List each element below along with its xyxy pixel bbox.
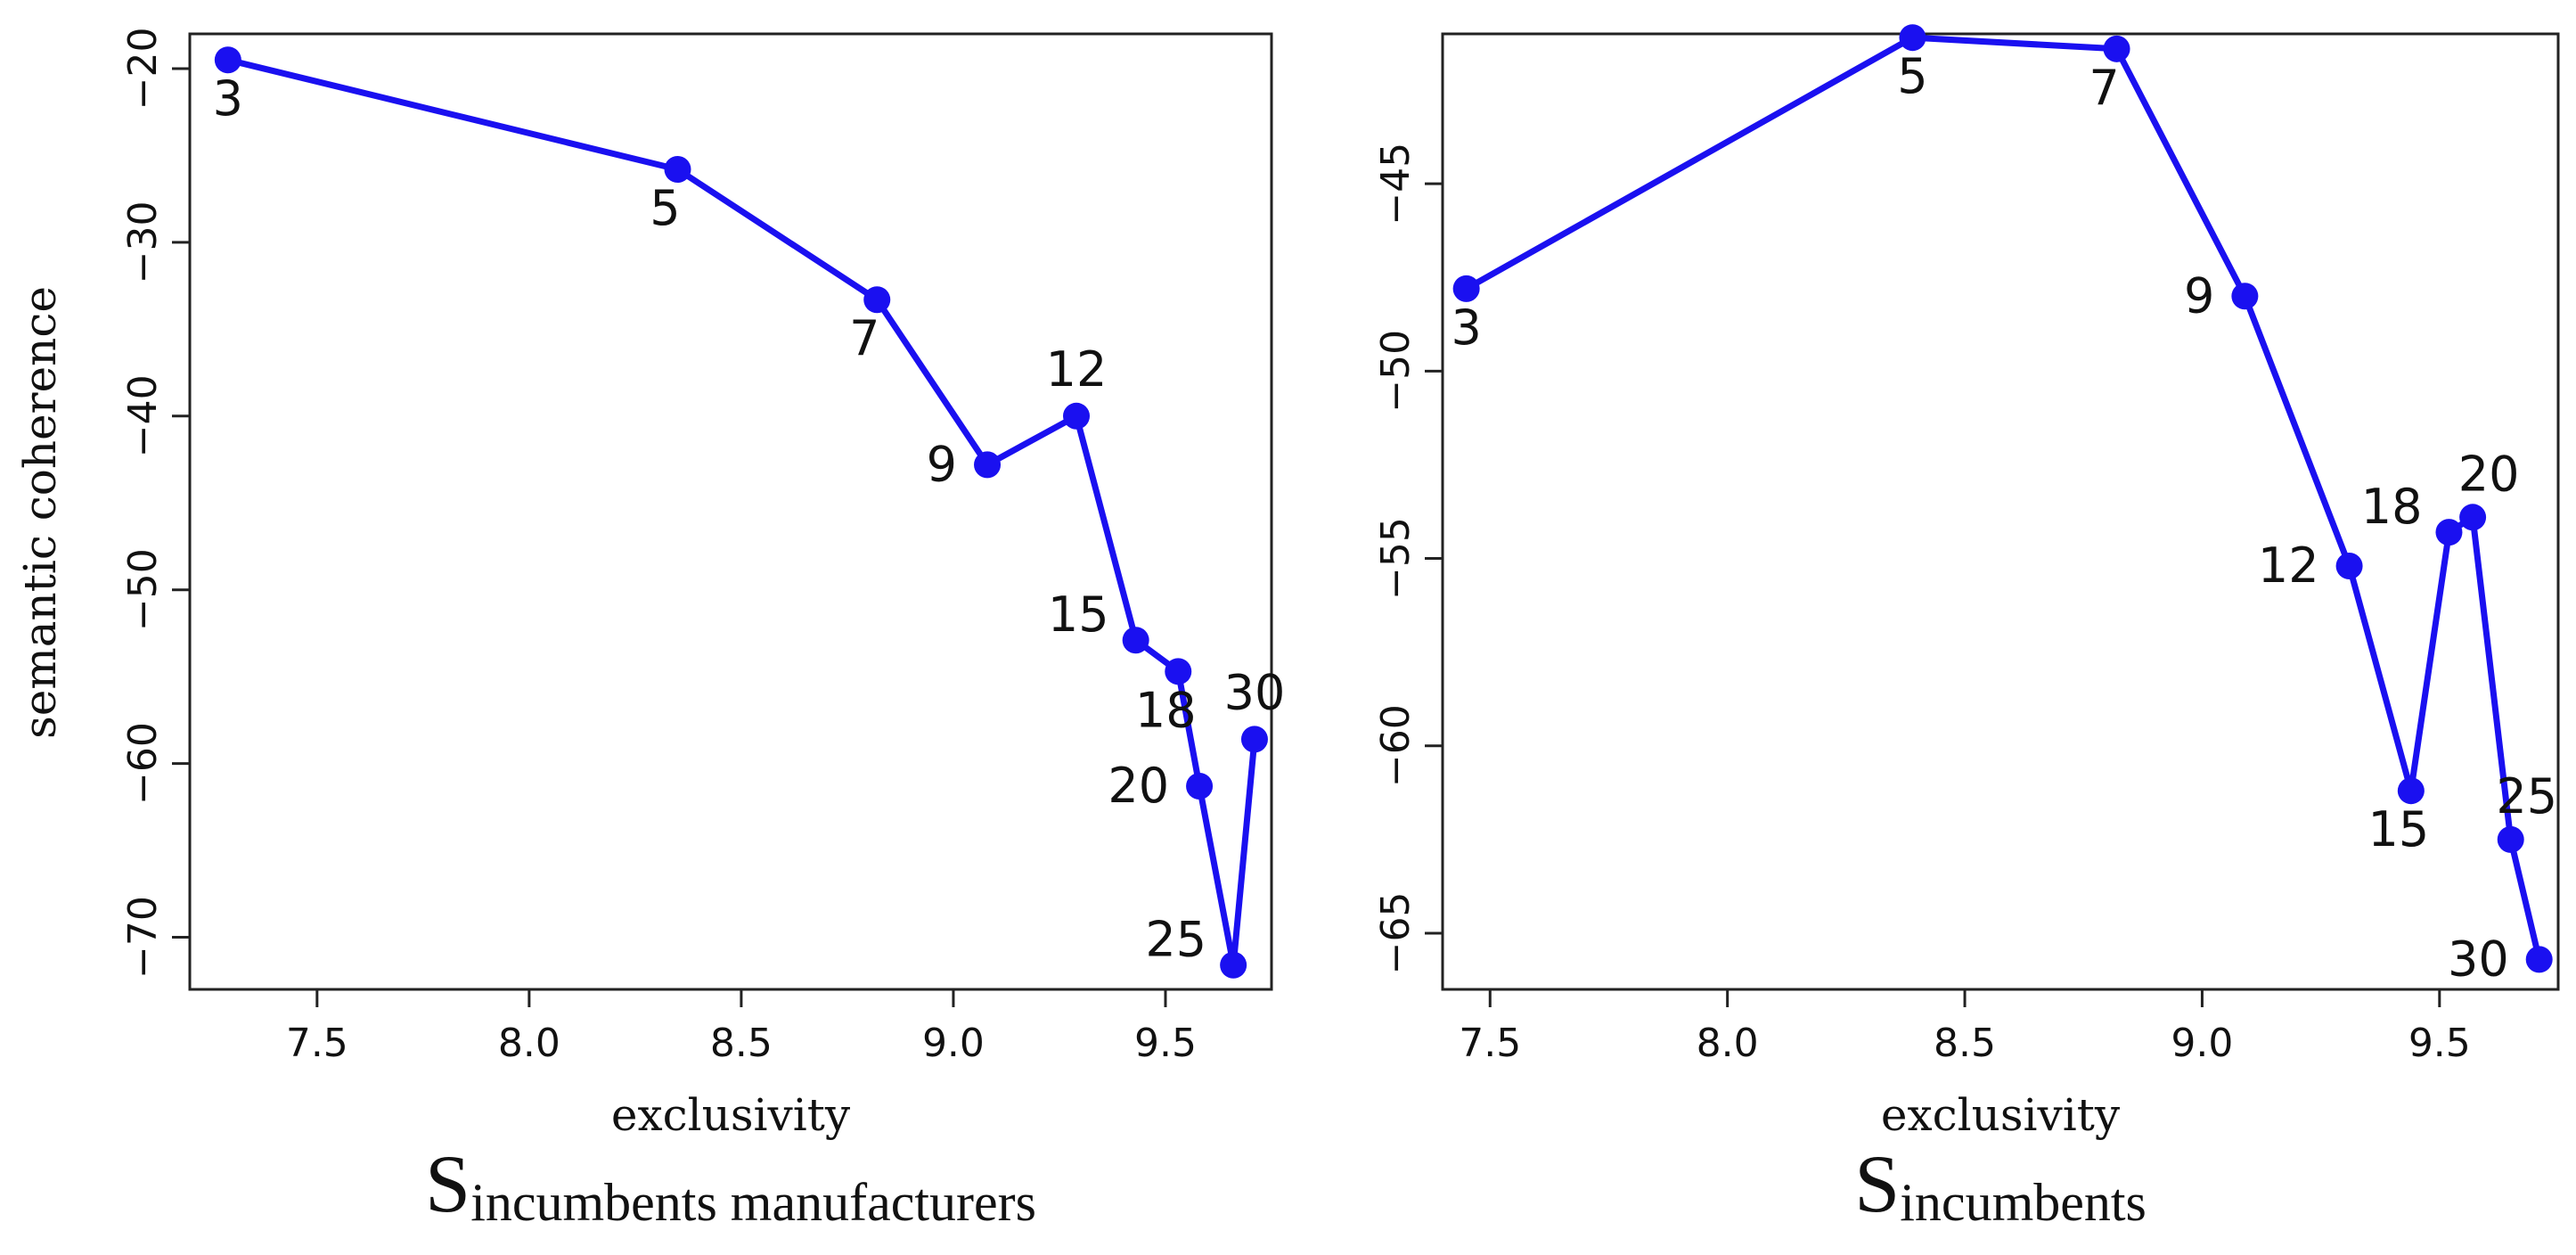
data-point <box>2459 504 2487 531</box>
plot-frame <box>1441 32 2560 991</box>
data-label: 7 <box>2089 60 2119 116</box>
y-tick-label: −65 <box>1373 892 1419 975</box>
data-label: 15 <box>1048 586 1109 643</box>
data-label: 25 <box>1145 912 1206 968</box>
data-label: 7 <box>849 310 879 366</box>
y-axis-label: semantic coherence <box>14 286 66 739</box>
y-tick-label: −55 <box>1373 517 1419 600</box>
data-label: 30 <box>1224 664 1286 720</box>
point-labels: 3 5 7 9 12 15 18 20 25 30 <box>1451 48 2557 987</box>
series-path <box>226 56 1258 969</box>
data-point <box>1220 951 1247 979</box>
data-point <box>2335 552 2363 579</box>
y-tick-label: −40 <box>120 374 166 457</box>
x-tick-label: 7.5 <box>286 1021 348 1066</box>
series-line <box>214 46 1268 979</box>
data-label: 9 <box>2184 267 2214 324</box>
x-tick-label: 7.5 <box>1459 1021 1521 1066</box>
data-point <box>2103 35 2130 62</box>
data-point <box>214 46 241 74</box>
data-label: 5 <box>650 180 680 236</box>
x-tick-label: 8.5 <box>710 1021 773 1066</box>
y-tick-label: −45 <box>1373 143 1419 226</box>
y-tick-label: −60 <box>120 722 166 805</box>
data-label: 20 <box>2458 446 2520 502</box>
x-tick-label: 8.5 <box>1934 1021 1996 1066</box>
data-point <box>2397 777 2425 805</box>
data-label: 15 <box>2367 801 2429 857</box>
data-point <box>2435 519 2463 546</box>
y-tick-label: −50 <box>1373 330 1419 413</box>
data-point <box>664 156 691 184</box>
data-point <box>1122 627 1149 654</box>
data-point <box>2231 283 2259 310</box>
y-tick-label: −50 <box>120 548 166 631</box>
y-tick-label: −30 <box>120 201 166 283</box>
data-label: 12 <box>2258 537 2319 594</box>
data-point <box>1452 275 1480 302</box>
data-label: 3 <box>1451 299 1481 356</box>
data-label: 20 <box>1108 758 1169 814</box>
x-tick-label: 9.0 <box>2171 1021 2233 1066</box>
data-point <box>1240 726 1268 753</box>
title-subscript: incumbents manufacturers <box>470 1173 1036 1232</box>
data-point <box>1899 24 1926 52</box>
data-point <box>974 451 1002 479</box>
data-label: 25 <box>2496 768 2557 824</box>
data-point <box>1165 658 1192 685</box>
x-tick-label: 9.5 <box>2408 1021 2471 1066</box>
plot-frame <box>188 32 1273 991</box>
point-labels: 3 5 7 9 12 15 18 20 25 30 <box>213 70 1286 967</box>
x-axis-label: exclusivity <box>611 1089 851 1141</box>
y-tick-label: −60 <box>1373 704 1419 787</box>
data-point <box>2497 825 2524 853</box>
data-label: 30 <box>2448 931 2509 987</box>
chart-panel-right: 7.5 8.0 8.5 9.0 9.5 −45 −50 −55 −60 −65 3 5 7 9 12 15 1… <box>1373 24 2560 1141</box>
data-label: 18 <box>2361 479 2423 535</box>
data-label: 5 <box>1897 48 1927 104</box>
axes: 7.5 8.0 8.5 9.0 9.5 −20 −30 −40 −50 −60 −70 <box>120 28 1197 1066</box>
chart-panel-left: 7.5 8.0 8.5 9.0 9.5 −20 −30 −40 −50 −60 −70 3 5 7 9 12… <box>14 28 1285 1141</box>
x-tick-label: 8.0 <box>498 1021 560 1066</box>
data-label: 18 <box>1135 682 1197 738</box>
series-path <box>1464 34 2543 961</box>
axes: 7.5 8.0 8.5 9.0 9.5 −45 −50 −55 −60 −65 <box>1373 143 2471 1066</box>
data-label: 3 <box>213 70 243 127</box>
x-tick-label: 9.5 <box>1134 1021 1197 1066</box>
data-point <box>1063 402 1091 430</box>
data-point <box>2525 946 2553 973</box>
x-axis-label: exclusivity <box>1881 1089 2121 1141</box>
data-label: 9 <box>927 436 957 492</box>
title-main: S <box>425 1138 471 1229</box>
x-tick-label: 8.0 <box>1697 1021 1759 1066</box>
data-point <box>1186 772 1214 800</box>
data-label: 12 <box>1046 341 1108 398</box>
x-tick-label: 9.0 <box>922 1021 985 1066</box>
y-tick-label: −70 <box>120 896 166 979</box>
title-main: S <box>1854 1138 1901 1229</box>
data-point <box>863 286 891 314</box>
series-line <box>1452 24 2553 973</box>
y-tick-label: −20 <box>120 28 166 111</box>
title-subscript: incumbents <box>1900 1173 2147 1232</box>
